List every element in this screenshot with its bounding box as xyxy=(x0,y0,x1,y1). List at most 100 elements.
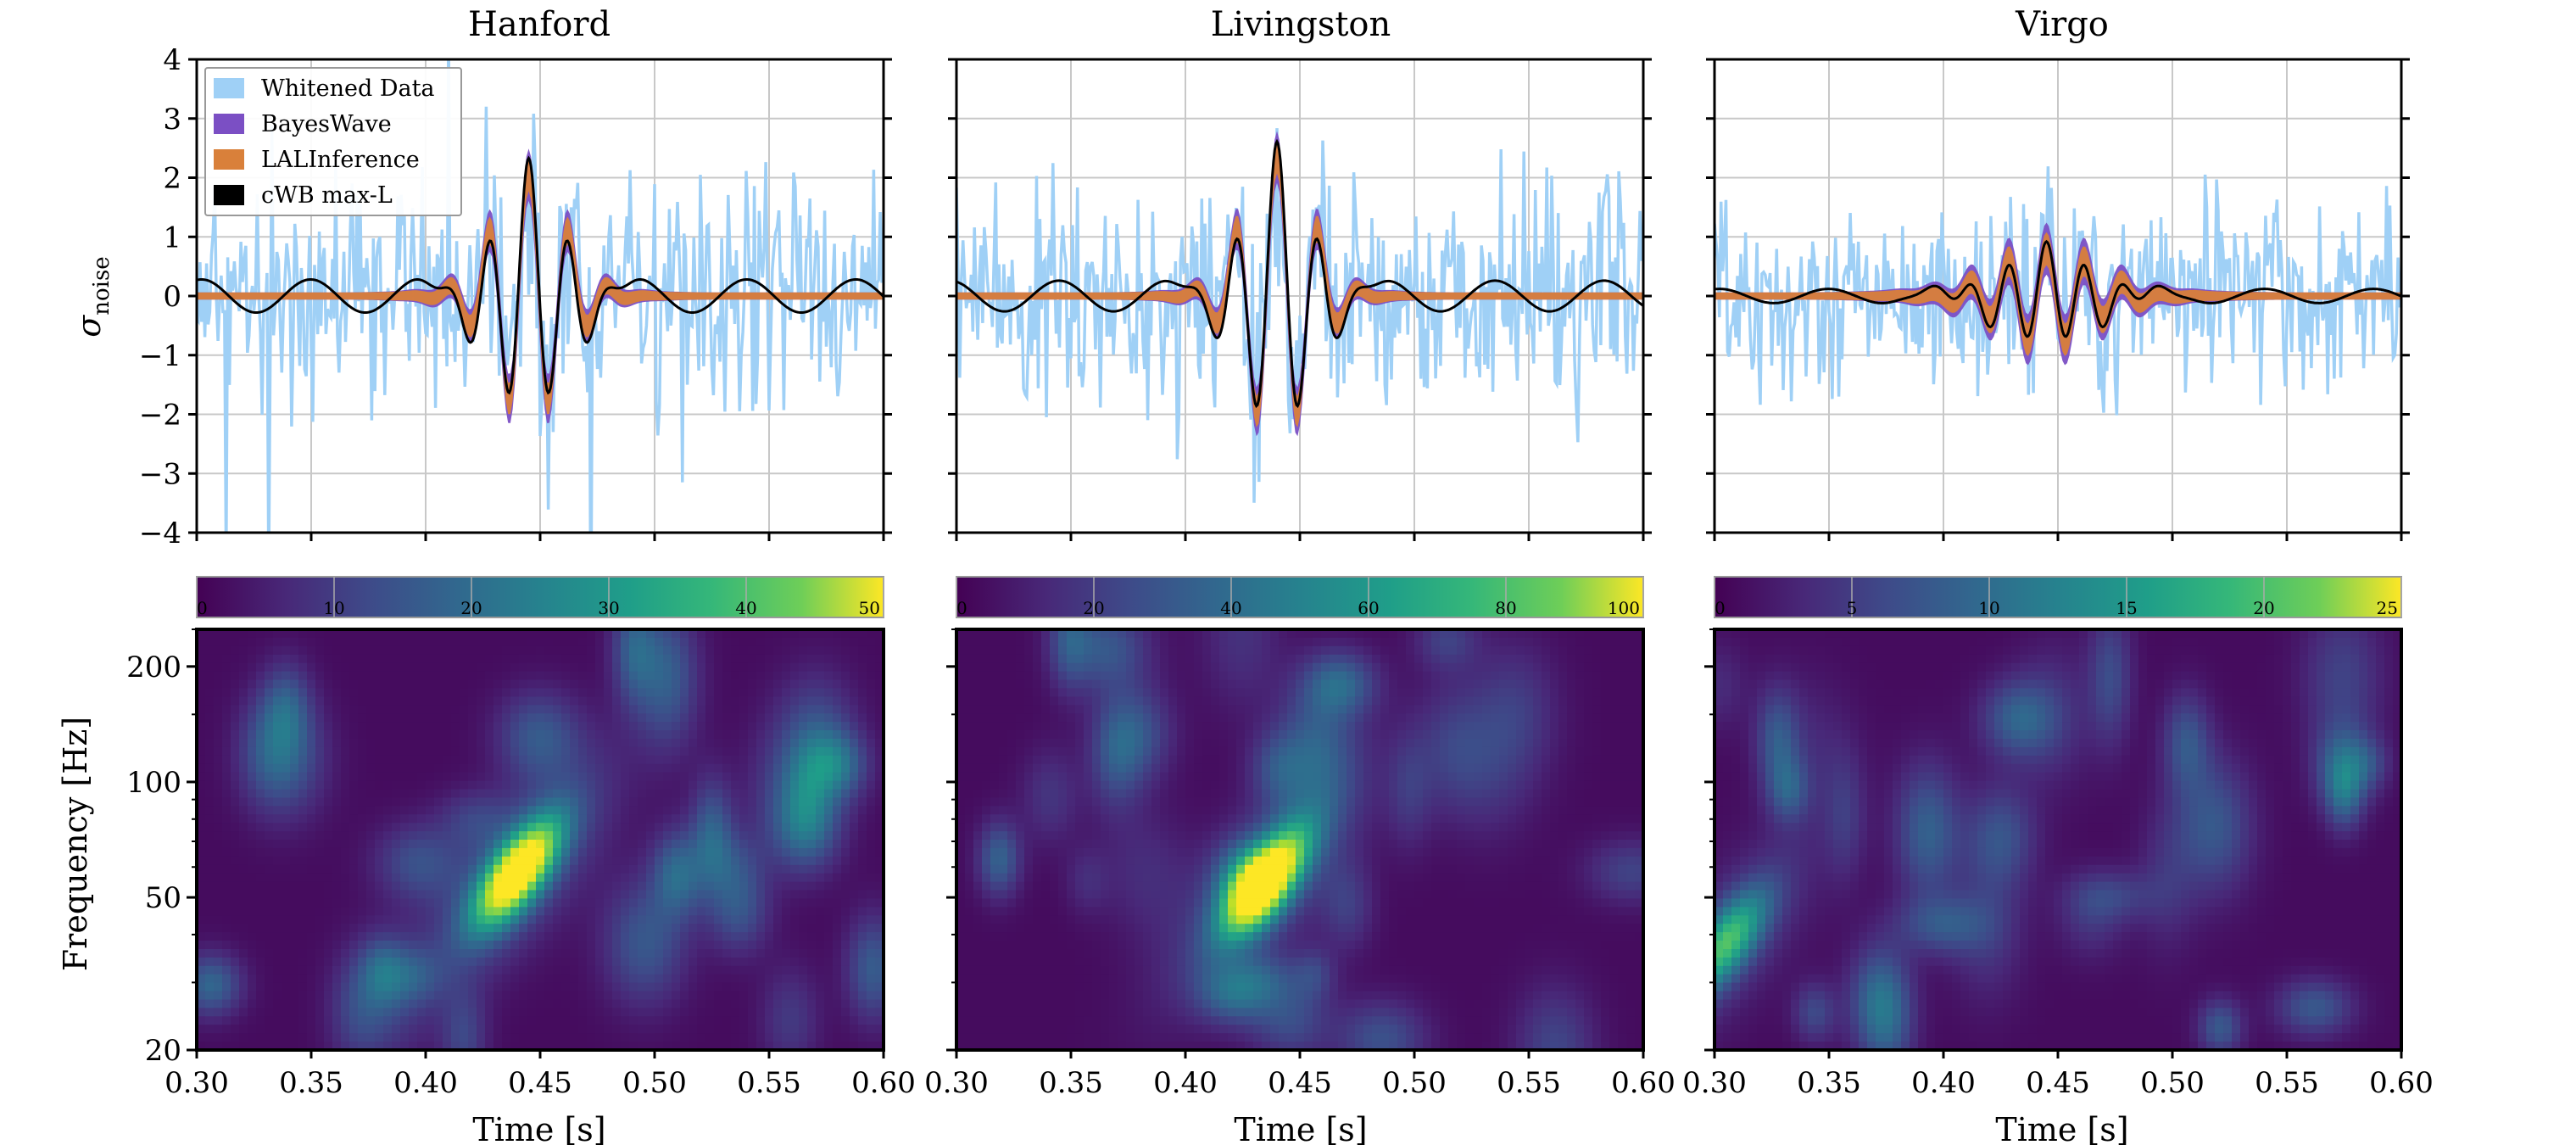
heatmap-cell xyxy=(1024,688,1034,698)
heatmap-cell xyxy=(409,746,418,757)
heatmap-cell xyxy=(205,840,215,849)
heatmap-cell xyxy=(222,713,231,723)
heatmap-cell xyxy=(1016,1042,1025,1051)
heatmap-cell xyxy=(1075,982,1084,992)
ytick-label: 4 xyxy=(163,43,181,77)
heatmap-cell xyxy=(833,847,842,857)
heatmap-cell xyxy=(256,890,265,900)
heatmap-cell xyxy=(1033,864,1042,874)
heatmap-cell xyxy=(256,965,265,975)
heatmap-cell xyxy=(341,974,350,984)
heatmap-cell xyxy=(298,705,308,714)
heatmap-cell xyxy=(1007,705,1017,714)
heatmap-cell xyxy=(765,654,774,664)
heatmap-cell xyxy=(443,654,452,664)
heatmap-cell xyxy=(765,755,774,765)
heatmap-cell xyxy=(824,915,834,924)
heatmap-cell xyxy=(587,780,596,790)
heatmap-cell xyxy=(731,999,740,1009)
heatmap-cell xyxy=(1075,991,1084,1001)
heatmap-cell xyxy=(739,982,749,992)
heatmap-cell xyxy=(672,772,681,782)
heatmap-cell xyxy=(672,679,681,690)
heatmap-cell xyxy=(956,932,966,941)
heatmap-cell xyxy=(965,629,974,639)
heatmap-cell xyxy=(731,722,740,731)
heatmap-cell xyxy=(1033,823,1042,832)
heatmap-cell xyxy=(383,671,393,681)
heatmap-cell xyxy=(663,1033,672,1042)
heatmap-cell xyxy=(358,713,367,723)
heatmap-cell xyxy=(197,881,206,891)
ytick-label: −3 xyxy=(139,457,181,491)
heatmap-cell xyxy=(799,898,808,908)
heatmap-cell xyxy=(290,864,299,874)
heatmap-cell xyxy=(705,881,715,891)
heatmap-cell xyxy=(231,991,240,1001)
heatmap-cell xyxy=(434,1042,443,1051)
heatmap-cell xyxy=(672,654,681,664)
heatmap-cell xyxy=(544,806,554,815)
cwb-max-l-line xyxy=(956,138,1643,409)
heatmap-cell xyxy=(205,637,215,647)
heatmap-cell xyxy=(443,662,452,673)
heatmap-cell xyxy=(265,941,274,950)
heatmap-cell xyxy=(273,654,282,664)
heatmap-cell xyxy=(782,780,791,790)
heatmap-cell xyxy=(824,982,834,992)
heatmap-cell xyxy=(273,847,282,857)
heatmap-cell xyxy=(358,654,367,664)
heatmap-cell xyxy=(773,847,783,857)
heatmap-cell xyxy=(841,1008,850,1018)
heatmap-cell xyxy=(222,957,231,967)
heatmap-cell xyxy=(239,806,248,815)
heatmap-cell xyxy=(807,746,817,757)
heatmap-cell xyxy=(655,789,664,799)
heatmap-cell xyxy=(595,907,605,917)
heatmap-cell xyxy=(799,949,808,958)
heatmap-cell xyxy=(205,898,215,908)
heatmap-cell xyxy=(595,949,605,958)
heatmap-cell xyxy=(973,898,983,908)
heatmap-cell xyxy=(231,831,240,841)
heatmap-cell xyxy=(867,941,876,950)
heatmap-cell xyxy=(197,637,206,647)
heatmap-cell xyxy=(205,746,215,757)
heatmap-cell xyxy=(773,780,783,790)
heatmap-cell xyxy=(536,789,545,799)
heatmap-cell xyxy=(1033,890,1042,900)
heatmap-cell xyxy=(1058,873,1068,883)
heatmap-cell xyxy=(358,924,367,933)
heatmap-cell xyxy=(982,982,991,992)
heatmap-cell xyxy=(400,797,410,807)
heatmap-cell xyxy=(782,722,791,731)
heatmap-cell xyxy=(231,746,240,757)
heatmap-cell xyxy=(824,823,834,832)
heatmap-cell xyxy=(982,780,991,790)
heatmap-cell xyxy=(765,881,774,891)
heatmap-cell xyxy=(973,662,983,673)
heatmap-cell xyxy=(782,1008,791,1018)
heatmap-cell xyxy=(714,806,723,815)
heatmap-cell xyxy=(265,1025,274,1034)
heatmap-cell xyxy=(672,881,681,891)
heatmap-cell xyxy=(990,713,1000,723)
heatmap-cell xyxy=(443,915,452,924)
heatmap-cell xyxy=(214,739,223,748)
heatmap-cell xyxy=(332,881,342,891)
heatmap-cell xyxy=(1041,814,1051,824)
heatmap-cell xyxy=(231,705,240,714)
heatmap-cell xyxy=(965,671,974,681)
heatmap-cell xyxy=(282,739,291,748)
heatmap-cell xyxy=(375,932,384,941)
heatmap-cell xyxy=(349,763,359,774)
heatmap-cell xyxy=(502,746,511,757)
heatmap-cell xyxy=(705,696,715,707)
heatmap-cell xyxy=(612,739,622,748)
heatmap-cell xyxy=(290,705,299,714)
heatmap-cell xyxy=(383,755,393,765)
heatmap-cell xyxy=(773,679,783,690)
heatmap-cell xyxy=(341,637,350,647)
heatmap-cell xyxy=(731,814,740,824)
heatmap-cell xyxy=(756,1033,766,1042)
